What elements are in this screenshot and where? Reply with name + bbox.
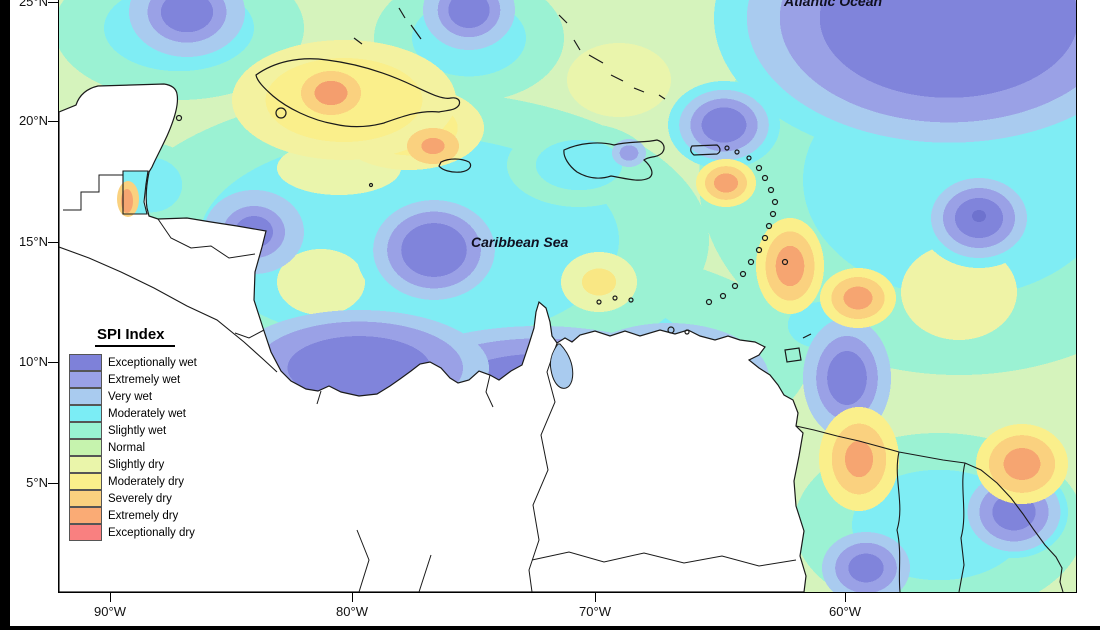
cuba-coastline xyxy=(255,58,461,128)
legend-swatch xyxy=(69,489,102,507)
map-sheet: Atlantic Ocean Caribbean Sea SPI Index Ex… xyxy=(10,0,1100,626)
legend-label: Exceptionally dry xyxy=(108,526,195,539)
legend-row: Slightly wet xyxy=(69,421,279,439)
legend-row: Exceptionally wet xyxy=(69,353,279,371)
legend-swatch xyxy=(69,438,102,456)
guianas-coast-borders xyxy=(795,425,1064,592)
caribbean-sea-label: Caribbean Sea xyxy=(471,234,569,250)
legend-swatch xyxy=(69,472,102,490)
legend-swatch xyxy=(69,387,102,405)
lat-tick-mark xyxy=(48,362,58,363)
legend-swatch xyxy=(69,523,102,541)
legend-row: Exceptionally dry xyxy=(69,523,279,541)
legend-row: Severely dry xyxy=(69,489,279,507)
lon-tick-label: 60°W xyxy=(829,604,861,619)
legend-swatch xyxy=(69,421,102,439)
lon-tick-mark xyxy=(110,593,111,602)
legend-swatch xyxy=(69,506,102,524)
legend-label: Slightly wet xyxy=(108,424,167,437)
jamaica-coastline xyxy=(438,158,472,173)
lat-tick-label: 5°N xyxy=(26,475,48,490)
lon-tick-label: 80°W xyxy=(336,604,368,619)
legend-label: Moderately wet xyxy=(108,407,186,420)
lat-tick-label: 15°N xyxy=(18,234,48,249)
lat-tick-mark xyxy=(48,121,58,122)
legend-label: Extremely wet xyxy=(108,373,181,386)
legend-label: Extremely dry xyxy=(108,509,179,522)
lesser-antilles-arc xyxy=(705,145,789,306)
spi-legend: SPI Index Exceptionally wet Extremely wet… xyxy=(69,326,279,541)
legend-swatch xyxy=(69,353,102,371)
lon-tick-label: 70°W xyxy=(579,604,611,619)
legend-row: Moderately dry xyxy=(69,472,279,490)
legend-row: Very wet xyxy=(69,387,279,405)
puerto-rico-coastline xyxy=(690,144,721,156)
legend-items: Exceptionally wet Extremely wet Very wet Mo… xyxy=(69,353,279,541)
lat-tick-label: 25°N xyxy=(18,0,48,9)
legend-row: Slightly dry xyxy=(69,455,279,473)
lat-tick-mark xyxy=(48,242,58,243)
legend-swatch xyxy=(69,404,102,422)
legend-row: Normal xyxy=(69,438,279,456)
lon-tick-mark xyxy=(352,593,353,602)
legend-title: SPI Index xyxy=(95,326,175,347)
map-area: Atlantic Ocean Caribbean Sea SPI Index Ex… xyxy=(58,0,1077,593)
lake-maracaibo xyxy=(549,343,574,389)
legend-row: Extremely dry xyxy=(69,506,279,524)
margarita-islet xyxy=(667,326,675,334)
lon-tick-mark xyxy=(595,593,596,602)
belize-dry-spot-core xyxy=(121,189,133,213)
lat-tick-label: 10°N xyxy=(18,354,48,369)
lon-tick-mark xyxy=(845,593,846,602)
isla-juventud xyxy=(275,107,287,119)
bahamas-islets xyxy=(353,7,666,100)
landmass-no-data xyxy=(59,83,807,592)
island-coastlines xyxy=(175,7,812,363)
lon-tick-label: 90°W xyxy=(94,604,126,619)
legend-label: Slightly dry xyxy=(108,458,165,471)
political-borders xyxy=(63,174,797,592)
atlantic-ocean-label: Atlantic Ocean xyxy=(784,0,883,9)
legend-label: Moderately dry xyxy=(108,475,185,488)
cozumel-islet xyxy=(175,114,183,122)
legend-label: Severely dry xyxy=(108,492,172,505)
legend-label: Exceptionally wet xyxy=(108,356,197,369)
legend-row: Extremely wet xyxy=(69,370,279,388)
hispaniola-coastline xyxy=(563,139,665,181)
lat-tick-mark xyxy=(48,2,58,3)
legend-label: Very wet xyxy=(108,390,153,403)
lat-tick-label: 20°N xyxy=(18,113,48,128)
tobago-coastline xyxy=(802,333,812,339)
belize-border xyxy=(122,170,149,215)
cayman-islet xyxy=(368,182,374,188)
coastlines-layer xyxy=(59,7,1064,592)
legend-label: Normal xyxy=(108,441,146,454)
legend-swatch xyxy=(69,370,102,388)
trinidad-coastline xyxy=(784,347,802,363)
pacific-coastline xyxy=(59,246,278,373)
lat-tick-mark xyxy=(48,483,58,484)
legend-swatch xyxy=(69,455,102,473)
legend-row: Moderately wet xyxy=(69,404,279,422)
